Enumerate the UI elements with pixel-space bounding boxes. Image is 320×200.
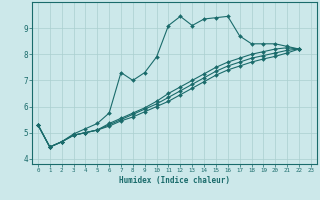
X-axis label: Humidex (Indice chaleur): Humidex (Indice chaleur) [119,176,230,185]
